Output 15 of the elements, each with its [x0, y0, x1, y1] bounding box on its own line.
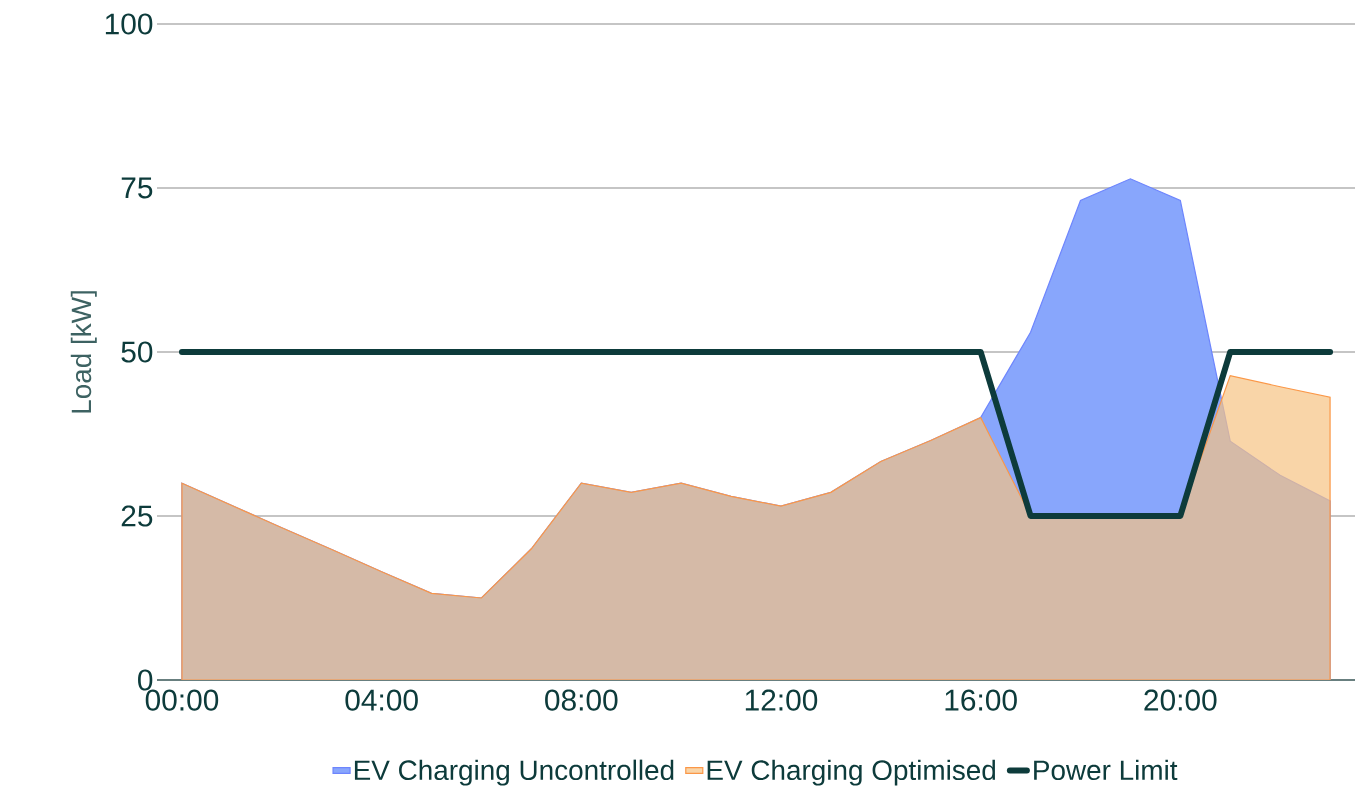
y-tick-label: 0 [138, 669, 153, 691]
x-tick-label: 20:00 [1144, 689, 1217, 711]
y-tick-label: 25 [121, 505, 153, 527]
y-tick-label: 100 [105, 13, 153, 35]
y-axis-title: Load [kW] [70, 291, 97, 413]
legend-label: Power Limit [1034, 759, 1178, 781]
legend-label: EV Charging Uncontrolled [354, 759, 674, 786]
x-tick-label: 12:00 [745, 689, 818, 711]
x-tick-label: 08:00 [545, 689, 618, 711]
x-tick-label: 00:00 [145, 689, 219, 711]
legend-label: EV Charging Optimised [707, 759, 996, 786]
y-tick-label: 75 [121, 177, 153, 199]
x-tick-label: 04:00 [345, 689, 418, 711]
x-tick-label: 16:00 [945, 689, 1017, 711]
y-tick-label: 50 [121, 341, 153, 363]
